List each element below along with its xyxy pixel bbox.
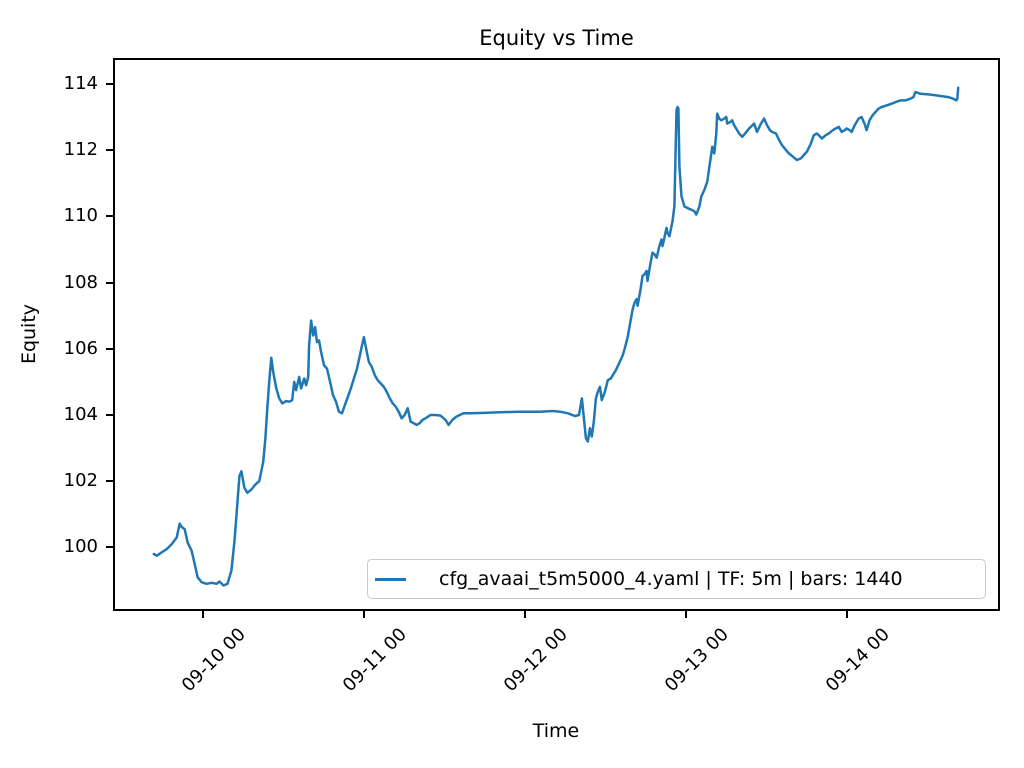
- x-tick-mark: [523, 611, 526, 618]
- y-tick-label: 102: [63, 470, 98, 492]
- y-tick-mark: [106, 82, 113, 85]
- y-tick-label: 110: [63, 205, 98, 227]
- y-tick-label: 108: [63, 271, 98, 293]
- x-tick-mark: [845, 611, 848, 618]
- y-tick-label: 100: [63, 536, 98, 558]
- y-tick-mark: [106, 480, 113, 483]
- x-tick-label: 09-11 00: [338, 624, 411, 697]
- x-tick-label: 09-10 00: [177, 624, 250, 697]
- y-tick-mark: [106, 413, 113, 416]
- y-tick-mark: [106, 149, 113, 152]
- y-tick-mark: [106, 215, 113, 218]
- x-axis-label: Time: [532, 720, 580, 742]
- plot-canvas: [152, 86, 960, 587]
- x-tick-mark: [201, 611, 204, 618]
- x-tick-mark: [362, 611, 365, 618]
- legend-line-sample: [375, 577, 406, 581]
- legend-label: cfg_avaai_t5m5000_4.yaml | TF: 5m | bars…: [439, 568, 903, 590]
- y-tick-label: 114: [63, 72, 98, 94]
- y-tick-mark: [106, 281, 113, 284]
- x-tick-mark: [684, 611, 687, 618]
- y-axis-label: Equity: [18, 303, 40, 365]
- y-tick-label: 104: [63, 403, 98, 425]
- x-tick-label: 09-12 00: [499, 624, 572, 697]
- plot-area: [113, 58, 1000, 611]
- y-tick-mark: [106, 546, 113, 549]
- y-tick-mark: [106, 347, 113, 350]
- x-tick-label: 09-14 00: [821, 624, 894, 697]
- x-tick-label: 09-13 00: [660, 624, 733, 697]
- chart-title: Equity vs Time: [479, 26, 634, 50]
- equity-line: [152, 86, 960, 587]
- y-tick-label: 106: [63, 337, 98, 359]
- legend: cfg_avaai_t5m5000_4.yaml | TF: 5m | bars…: [367, 559, 986, 599]
- y-tick-label: 112: [63, 139, 98, 161]
